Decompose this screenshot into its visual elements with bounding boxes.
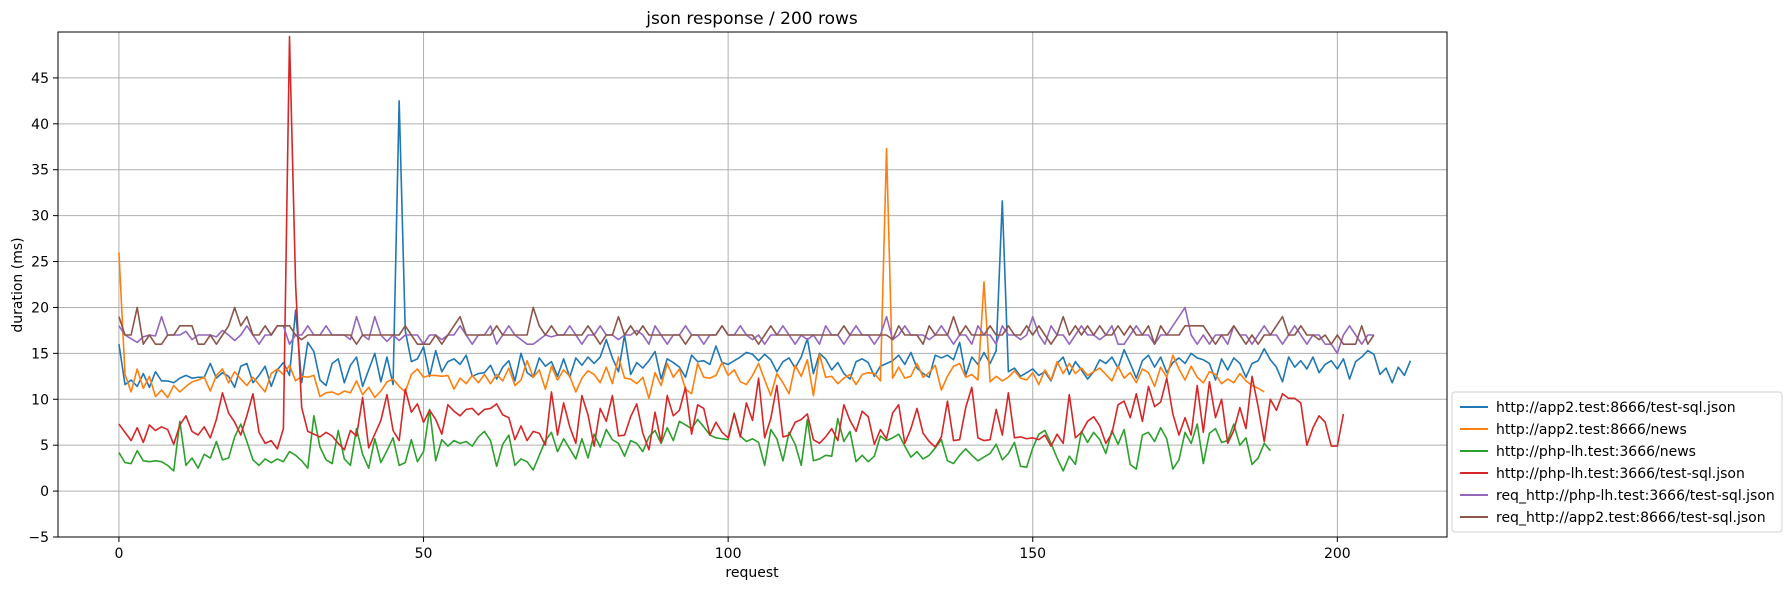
grid [58, 32, 1447, 538]
x-axis: 0 50 100 150 200 [114, 537, 1351, 562]
x-tick-label: 50 [415, 546, 433, 562]
legend: http://app2.test:8666/test-sql.json http:… [1451, 391, 1783, 533]
legend-entry: http://app2.test:8666/test-sql.json [1496, 400, 1736, 416]
x-tick-label: 100 [715, 546, 742, 562]
y-tick-label: 35 [31, 163, 49, 179]
chart-title: json response / 200 rows [645, 9, 858, 29]
y-axis: −5 0 5 10 15 20 25 30 35 40 45 [28, 71, 58, 546]
series-lines [118, 35, 1412, 472]
y-tick-label: 10 [31, 392, 49, 408]
y-tick-label: −5 [28, 530, 49, 546]
y-tick-label: 5 [40, 438, 49, 454]
x-tick-label: 200 [1324, 546, 1351, 562]
series-line-2 [118, 147, 1265, 400]
series-line-6 [118, 306, 1375, 345]
y-tick-label: 40 [31, 117, 49, 133]
series-line-1 [118, 100, 1412, 389]
legend-entry: http://php-lh.test:3666/test-sql.json [1496, 466, 1745, 482]
y-axis-label: duration (ms) [10, 237, 26, 332]
y-tick-label: 15 [31, 346, 49, 362]
legend-entry: http://php-lh.test:3666/news [1496, 444, 1696, 460]
legend-box [1451, 391, 1783, 533]
y-tick-label: 25 [31, 255, 49, 271]
legend-entry: req_http://php-lh.test:3666/test-sql.jso… [1496, 488, 1775, 504]
series-line-4 [118, 35, 1345, 451]
plot-frame [57, 31, 1448, 538]
y-tick-label: 45 [31, 71, 49, 87]
legend-entry: http://app2.test:8666/news [1496, 422, 1687, 438]
x-tick-label: 150 [1019, 546, 1046, 562]
legend-entry: req_http://app2.test:8666/test-sql.json [1496, 510, 1766, 526]
x-axis-label: request [725, 565, 779, 581]
y-tick-label: 0 [40, 484, 49, 500]
y-tick-label: 30 [31, 209, 49, 225]
series-line-3 [118, 408, 1271, 472]
y-tick-label: 20 [31, 300, 49, 316]
x-tick-label: 0 [114, 546, 123, 562]
